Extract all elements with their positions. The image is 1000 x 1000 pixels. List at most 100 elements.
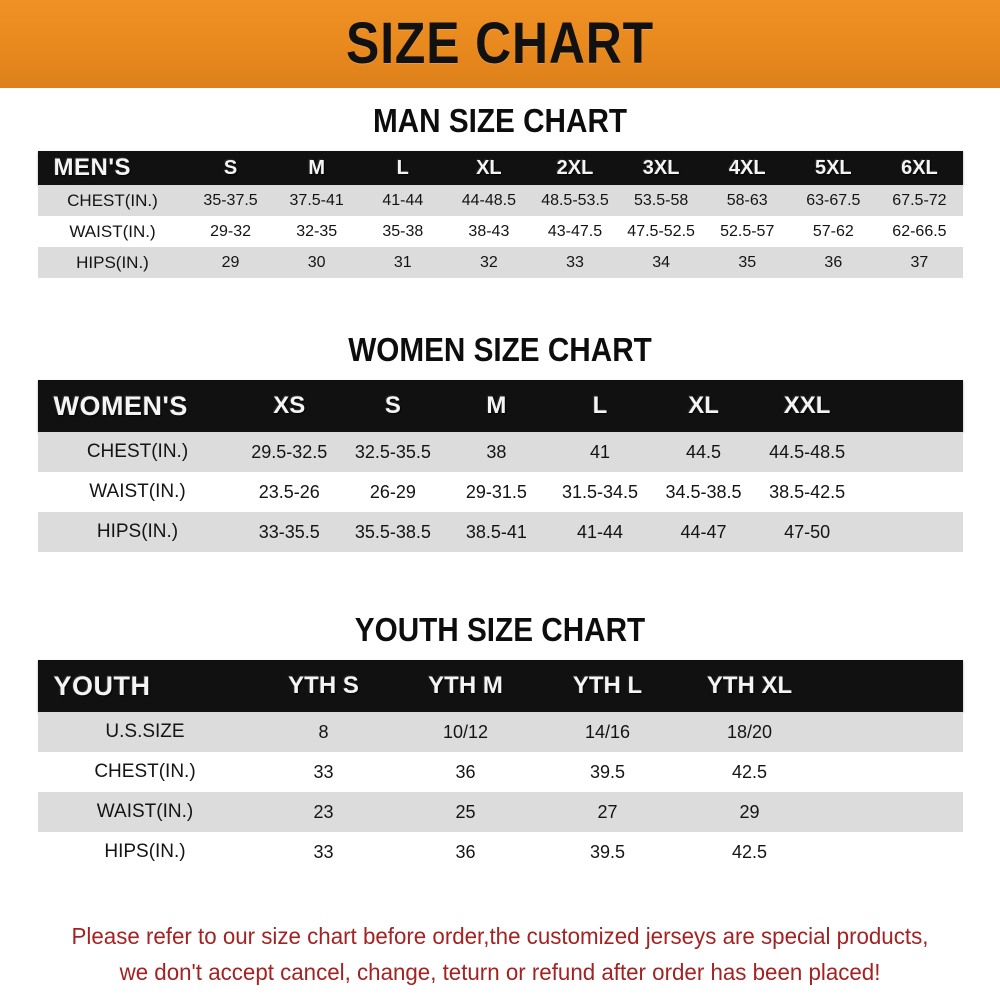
table-cell: 31.5-34.5 <box>561 481 638 502</box>
table-cell: 42.5 <box>731 841 768 862</box>
section-youth: YOUTH SIZE CHART YOUTH YTH S YTH M YTH L YT… <box>0 613 1000 872</box>
table-cell: 30 <box>307 253 326 271</box>
table-cell <box>821 712 963 752</box>
table-cell: 32.5-35.5 <box>354 441 431 462</box>
table-cell: 37.5-41 <box>289 191 344 209</box>
youth-size-header-2: YTH L <box>572 672 643 699</box>
section-men: MAN SIZE CHART MEN'S S M L XL 2XL 3XL 4XL 5XL 6X… <box>0 104 1000 278</box>
men-table-body: CHEST(IN.) 35-37.5 37.5-41 41-44 44-48.5 48.5… <box>37 185 963 278</box>
table-cell: 48.5-53.5 <box>541 191 609 209</box>
table-row: HIPS(IN.) 33-35.5 35.5-38.5 38.5-41 41-44 44-… <box>37 512 963 552</box>
men-row-label-2: HIPS(IN.) <box>76 252 149 272</box>
table-cell: 44.5 <box>686 441 722 462</box>
table-cell: 27 <box>597 801 618 822</box>
table-cell: 29 <box>221 253 240 271</box>
table-cell: 33-35.5 <box>258 521 320 542</box>
table-cell: 23.5-26 <box>258 481 320 502</box>
footer-disclaimer: Please refer to our size chart before or… <box>15 918 985 990</box>
table-row: WAIST(IN.) 29-32 32-35 35-38 38-43 43-47.5 47.… <box>37 216 963 247</box>
section-title-men: MAN SIZE CHART <box>372 102 628 139</box>
table-cell: 44-48.5 <box>461 191 517 209</box>
table-cell: 38.5-42.5 <box>769 481 846 502</box>
men-size-header-4: 2XL <box>556 156 594 179</box>
table-row: HIPS(IN.) 33 36 39.5 42.5 <box>37 832 963 872</box>
table-cell: 29-32 <box>210 222 252 240</box>
section-women: WOMEN SIZE CHART WOMEN'S XS S M L XL XXL CHES… <box>0 333 1000 552</box>
table-cell <box>821 832 963 872</box>
women-size-header-5: XXL <box>783 392 831 419</box>
table-cell: 29 <box>739 801 760 822</box>
table-cell: 29.5-32.5 <box>251 441 328 462</box>
table-cell: 37 <box>910 253 929 271</box>
youth-row-label-header: YOUTH <box>53 670 151 701</box>
men-size-header-2: L <box>396 156 409 179</box>
table-cell: 33 <box>313 761 334 782</box>
men-size-header-6: 4XL <box>728 156 766 179</box>
table-cell: 35-38 <box>382 222 424 240</box>
table-cell: 62-66.5 <box>892 222 947 240</box>
men-size-header-5: 3XL <box>642 156 680 179</box>
table-row: CHEST(IN.) 35-37.5 37.5-41 41-44 44-48.5 48.5… <box>37 185 963 216</box>
table-cell: 63-67.5 <box>806 191 861 209</box>
men-row-label-header: MEN'S <box>53 154 132 181</box>
table-cell: 26-29 <box>369 481 416 502</box>
table-cell: 58-63 <box>726 191 768 209</box>
table-cell <box>821 792 963 832</box>
youth-size-table: YOUTH YTH S YTH M YTH L YTH XL U.S.SIZE 8 10/… <box>37 660 963 872</box>
table-cell: 52.5-57 <box>720 222 775 240</box>
table-cell: 44-47 <box>680 521 727 542</box>
table-row: WAIST(IN.) 23 25 27 29 <box>37 792 963 832</box>
men-size-table: MEN'S S M L XL 2XL 3XL 4XL 5XL 6XL CHEST(IN.) 35-… <box>37 151 963 278</box>
table-cell: 36 <box>824 253 843 271</box>
table-cell: 23 <box>313 801 334 822</box>
footer-line-1: Please refer to our size chart before or… <box>71 923 929 949</box>
table-cell: 41-44 <box>576 521 623 542</box>
table-cell: 35.5-38.5 <box>354 521 431 542</box>
youth-row-label-0: U.S.SIZE <box>105 721 185 742</box>
table-cell: 42.5 <box>731 761 768 782</box>
table-cell: 39.5 <box>589 841 626 862</box>
table-cell: 41-44 <box>382 191 424 209</box>
women-row-label-2: HIPS(IN.) <box>96 521 179 542</box>
youth-row-label-2: WAIST(IN.) <box>96 801 194 822</box>
youth-row-label-1: CHEST(IN.) <box>94 761 196 782</box>
table-row: HIPS(IN.) 29 30 31 32 33 34 35 36 37 <box>37 247 963 278</box>
women-table-body: CHEST(IN.) 29.5-32.5 32.5-35.5 38 41 44.5 44.5… <box>37 432 963 552</box>
table-row: CHEST(IN.) 33 36 39.5 42.5 <box>37 752 963 792</box>
table-cell: 36 <box>455 841 476 862</box>
youth-size-header-3: YTH XL <box>706 672 793 699</box>
table-cell: 57-62 <box>812 222 854 240</box>
table-cell: 32 <box>479 253 498 271</box>
table-cell <box>821 752 963 792</box>
table-cell: 32-35 <box>296 222 338 240</box>
table-cell: 18/20 <box>726 721 773 742</box>
page-banner: SIZE CHART <box>0 0 1000 88</box>
table-cell <box>859 512 963 552</box>
women-row-label-0: CHEST(IN.) <box>86 441 189 462</box>
table-cell <box>859 432 963 472</box>
youth-row-label-3: HIPS(IN.) <box>104 841 186 862</box>
youth-size-header-1: YTH M <box>428 672 503 699</box>
table-cell: 35-37.5 <box>203 191 258 209</box>
table-cell: 53.5-58 <box>633 191 689 209</box>
table-row: CHEST(IN.) 29.5-32.5 32.5-35.5 38 41 44.5 44.5… <box>37 432 963 472</box>
youth-size-header-spacer-4 <box>821 660 963 712</box>
table-cell: 25 <box>455 801 476 822</box>
men-size-header-8: 6XL <box>901 156 938 179</box>
men-size-header-1: M <box>308 156 325 179</box>
table-cell: 38.5-41 <box>465 521 527 542</box>
table-cell: 39.5 <box>589 761 626 782</box>
men-size-header-7: 5XL <box>814 156 852 179</box>
table-cell <box>859 472 963 512</box>
women-size-header-1: S <box>384 392 401 419</box>
table-cell: 33 <box>313 841 334 862</box>
table-cell: 38 <box>486 441 507 462</box>
table-cell: 67.5-72 <box>892 191 947 209</box>
youth-size-header-0: YTH S <box>288 672 359 699</box>
table-cell: 14/16 <box>584 721 631 742</box>
table-row: WAIST(IN.) 23.5-26 26-29 29-31.5 31.5-34.5 34… <box>37 472 963 512</box>
men-row-label-0: CHEST(IN.) <box>67 190 158 210</box>
women-size-header-4: XL <box>688 392 719 419</box>
section-title-youth: YOUTH SIZE CHART <box>354 611 646 648</box>
